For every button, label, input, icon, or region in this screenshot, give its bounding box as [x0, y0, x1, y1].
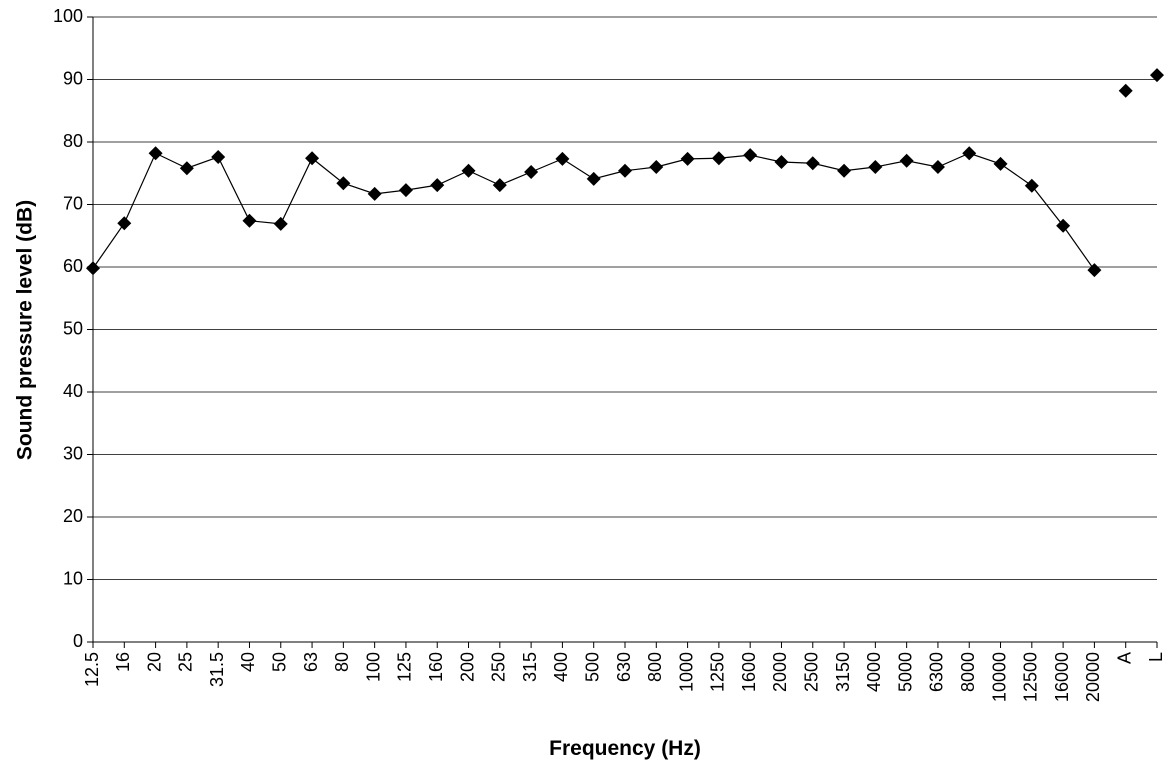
x-tick-label: 1600 — [739, 652, 759, 692]
y-axis-title: Sound pressure level (dB) — [14, 200, 37, 460]
x-tick-label: 125 — [395, 652, 415, 682]
marker — [555, 151, 570, 166]
marker — [305, 151, 320, 166]
marker — [618, 163, 632, 178]
x-tick-label: 63 — [301, 652, 321, 672]
marker — [461, 163, 476, 178]
x-tick-label: 40 — [238, 652, 258, 672]
marker — [1024, 178, 1039, 193]
y-tick-label: 70 — [63, 193, 83, 213]
marker — [993, 156, 1008, 171]
marker — [398, 183, 413, 198]
y-tick-label: 80 — [63, 131, 83, 151]
x-tick-label: 20000 — [1083, 652, 1103, 702]
marker — [868, 160, 883, 174]
y-tick-label: 50 — [63, 318, 83, 338]
marker — [930, 160, 945, 174]
y-tick-label: 40 — [63, 381, 83, 401]
marker — [211, 150, 226, 164]
x-tick-label: 20 — [144, 652, 164, 672]
x-tick-label: 8000 — [958, 652, 978, 692]
marker — [1118, 83, 1133, 98]
x-tick-label: 31.5 — [207, 652, 227, 687]
marker — [962, 146, 977, 161]
x-tick-label: L — [1146, 652, 1165, 662]
marker — [743, 148, 758, 163]
marker — [430, 178, 445, 193]
x-tick-label: 2000 — [770, 652, 790, 692]
y-tick-label: 60 — [63, 256, 83, 276]
marker — [242, 213, 257, 228]
x-tick-label: 100 — [363, 652, 383, 682]
marker — [774, 155, 789, 169]
marker — [336, 176, 351, 191]
x-tick-label: 250 — [489, 652, 509, 682]
marker — [1087, 263, 1102, 278]
x-tick-label: 25 — [176, 652, 196, 672]
x-tick-label: 200 — [457, 652, 477, 682]
y-tick-label: 90 — [63, 68, 83, 88]
x-tick-label: 160 — [426, 652, 446, 682]
y-tick-label: 30 — [63, 443, 83, 463]
x-tick-label: 3150 — [833, 652, 853, 692]
marker — [586, 171, 601, 186]
x-tick-label: 500 — [582, 652, 602, 682]
marker — [1150, 68, 1164, 83]
marker — [492, 178, 507, 193]
y-tick-label: 10 — [63, 568, 83, 588]
x-tick-label: 315 — [520, 652, 540, 682]
marker — [524, 165, 539, 179]
x-tick-label: 1250 — [708, 652, 728, 692]
x-tick-label: 630 — [614, 652, 634, 682]
y-tick-label: 100 — [53, 6, 83, 26]
marker — [680, 151, 695, 166]
marker — [837, 163, 852, 178]
marker — [367, 186, 382, 201]
marker — [1056, 218, 1071, 233]
marker — [148, 146, 163, 161]
x-tick-label: 400 — [551, 652, 571, 682]
x-tick-label: 800 — [645, 652, 665, 682]
marker — [899, 153, 914, 168]
marker — [805, 156, 820, 171]
marker — [86, 261, 100, 276]
x-tick-label: 50 — [270, 652, 290, 672]
x-axis-title: Frequency (Hz) — [549, 737, 701, 760]
y-tick-label: 0 — [73, 631, 83, 651]
x-tick-label: 16 — [113, 652, 133, 672]
x-tick-label: A — [1114, 652, 1134, 664]
x-tick-label: 4000 — [864, 652, 884, 692]
x-tick-label: 80 — [332, 652, 352, 672]
x-tick-label: 12500 — [1021, 652, 1041, 702]
marker — [649, 160, 664, 174]
x-tick-label: 12.5 — [82, 652, 102, 687]
marker — [711, 151, 726, 166]
series-line — [92, 152, 1095, 271]
x-tick-label: 5000 — [895, 652, 915, 692]
x-tick-label: 10000 — [989, 652, 1009, 702]
marker — [117, 216, 132, 231]
marker — [179, 161, 194, 176]
x-tick-label: 16000 — [1052, 652, 1072, 702]
x-tick-label: 6300 — [927, 652, 947, 692]
x-tick-label: 2500 — [802, 652, 822, 692]
y-tick-label: 20 — [63, 506, 83, 526]
x-tick-label: 1000 — [676, 652, 696, 692]
marker — [273, 216, 288, 231]
